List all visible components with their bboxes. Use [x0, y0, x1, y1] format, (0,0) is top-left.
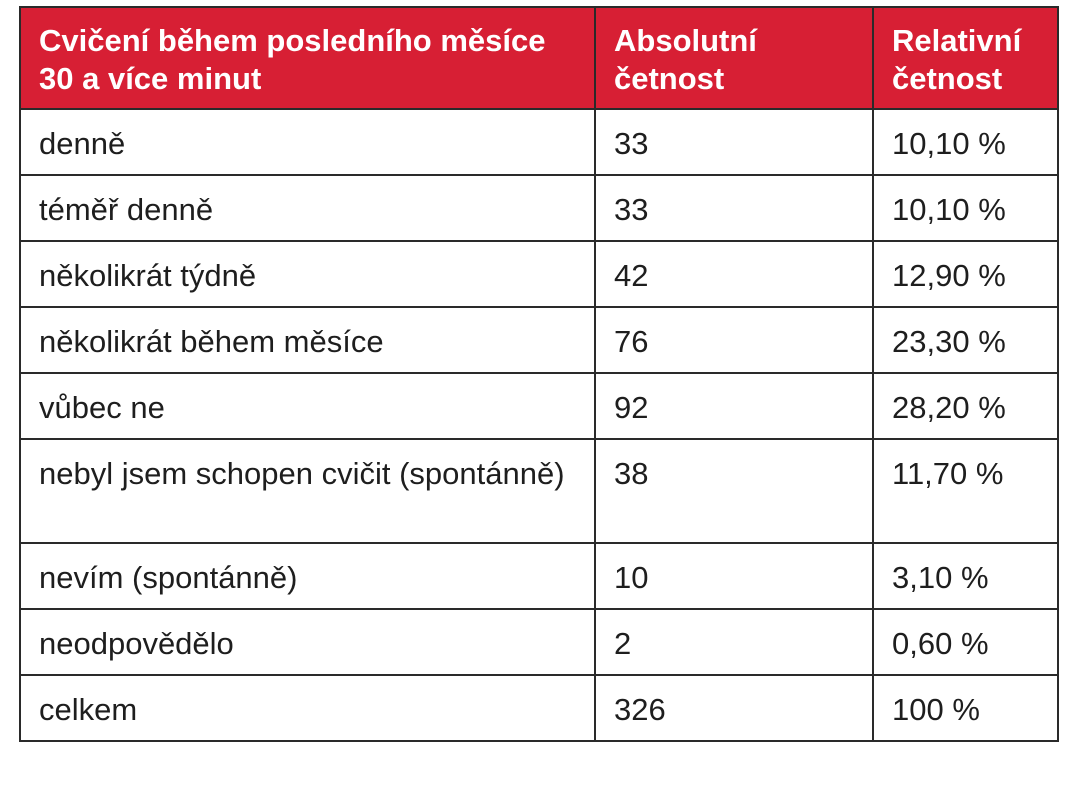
cell-category: téměř denně — [19, 174, 596, 242]
table-row: několikrát během měsíce 76 23,30 % — [19, 306, 1059, 374]
header-relative-frequency: Relativní četnost — [872, 6, 1059, 110]
table-row: nebyl jsem schopen cvičit (spontánně) 38… — [19, 438, 1059, 544]
cell-absolute: 2 — [594, 608, 874, 676]
cell-relative: 12,90 % — [872, 240, 1059, 308]
header-absolute-frequency: Absolutní četnost — [594, 6, 874, 110]
cell-relative: 0,60 % — [872, 608, 1059, 676]
cell-category: nevím (spontánně) — [19, 542, 596, 610]
cell-category: několikrát během měsíce — [19, 306, 596, 374]
table-body: denně 33 10,10 % téměř denně 33 10,10 % … — [19, 108, 1059, 742]
cell-category: několikrát týdně — [19, 240, 596, 308]
table-row: neodpovědělo 2 0,60 % — [19, 608, 1059, 676]
cell-category: neodpovědělo — [19, 608, 596, 676]
table-row: denně 33 10,10 % — [19, 108, 1059, 176]
cell-category: denně — [19, 108, 596, 176]
cell-absolute: 76 — [594, 306, 874, 374]
cell-absolute: 42 — [594, 240, 874, 308]
table-row: několikrát týdně 42 12,90 % — [19, 240, 1059, 308]
cell-relative: 3,10 % — [872, 542, 1059, 610]
cell-category: celkem — [19, 674, 596, 742]
table-header: Cvičení během posledního měsíce 30 a víc… — [19, 6, 1059, 110]
table-row: vůbec ne 92 28,20 % — [19, 372, 1059, 440]
cell-relative: 10,10 % — [872, 108, 1059, 176]
cell-absolute: 326 — [594, 674, 874, 742]
header-row: Cvičení během posledního měsíce 30 a víc… — [19, 6, 1059, 110]
table-row: nevím (spontánně) 10 3,10 % — [19, 542, 1059, 610]
cell-absolute: 38 — [594, 438, 874, 544]
table-row: téměř denně 33 10,10 % — [19, 174, 1059, 242]
cell-relative: 100 % — [872, 674, 1059, 742]
cell-category: nebyl jsem schopen cvičit (spontánně) — [19, 438, 596, 544]
cell-relative: 23,30 % — [872, 306, 1059, 374]
cell-category: vůbec ne — [19, 372, 596, 440]
cell-relative: 28,20 % — [872, 372, 1059, 440]
header-exercise: Cvičení během posledního měsíce 30 a víc… — [19, 6, 596, 110]
cell-absolute: 33 — [594, 174, 874, 242]
exercise-frequency-table: Cvičení během posledního měsíce 30 a víc… — [19, 6, 1059, 742]
cell-relative: 11,70 % — [872, 438, 1059, 544]
cell-absolute: 10 — [594, 542, 874, 610]
cell-absolute: 33 — [594, 108, 874, 176]
table-row-total: celkem 326 100 % — [19, 674, 1059, 742]
cell-relative: 10,10 % — [872, 174, 1059, 242]
cell-absolute: 92 — [594, 372, 874, 440]
